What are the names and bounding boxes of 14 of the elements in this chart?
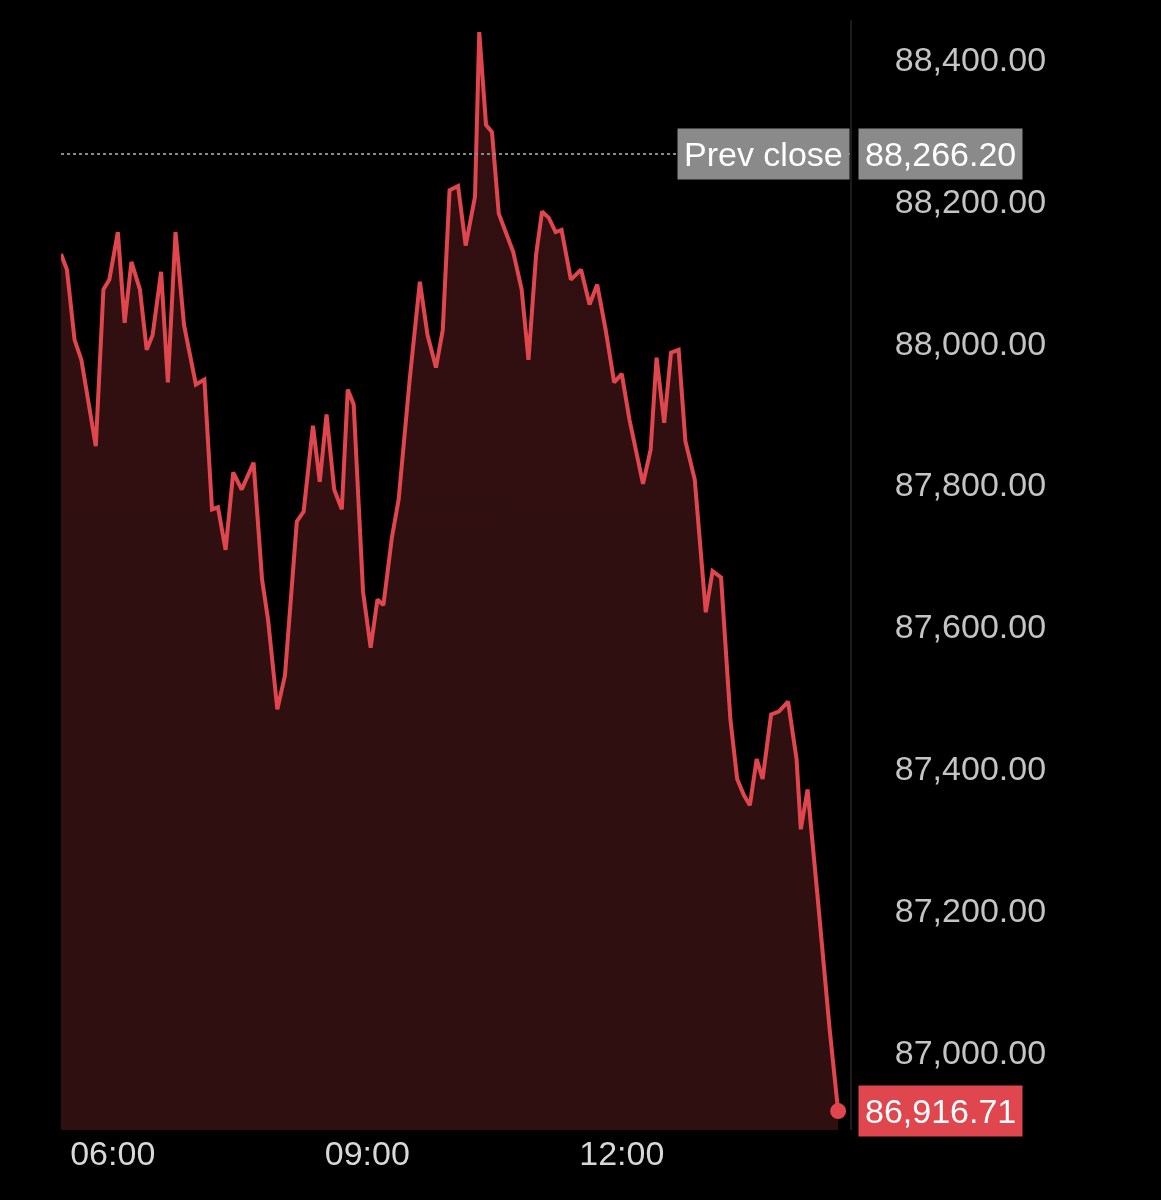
x-tick-label: 12:00 — [579, 1134, 665, 1172]
ref-line-label: Prev close — [684, 135, 843, 173]
y-tick-label: 87,000.00 — [894, 1032, 1047, 1071]
y-tick-label: 88,400.00 — [894, 39, 1047, 78]
annotation: 86,916.71 — [865, 1092, 1017, 1130]
y-tick-label: 87,800.00 — [894, 465, 1047, 504]
y-tick-label: 87,400.00 — [894, 749, 1047, 788]
y-tick-label: 87,200.00 — [894, 891, 1047, 930]
text: 88,266.20 — [865, 135, 1017, 173]
y-tick-label: 87,600.00 — [894, 607, 1047, 646]
x-tick-label: 09:00 — [324, 1134, 410, 1172]
y-tick-label: 88,200.00 — [894, 181, 1047, 220]
y-tick-label: 88,000.00 — [894, 323, 1047, 362]
x-tick-label: 06:00 — [70, 1134, 156, 1172]
